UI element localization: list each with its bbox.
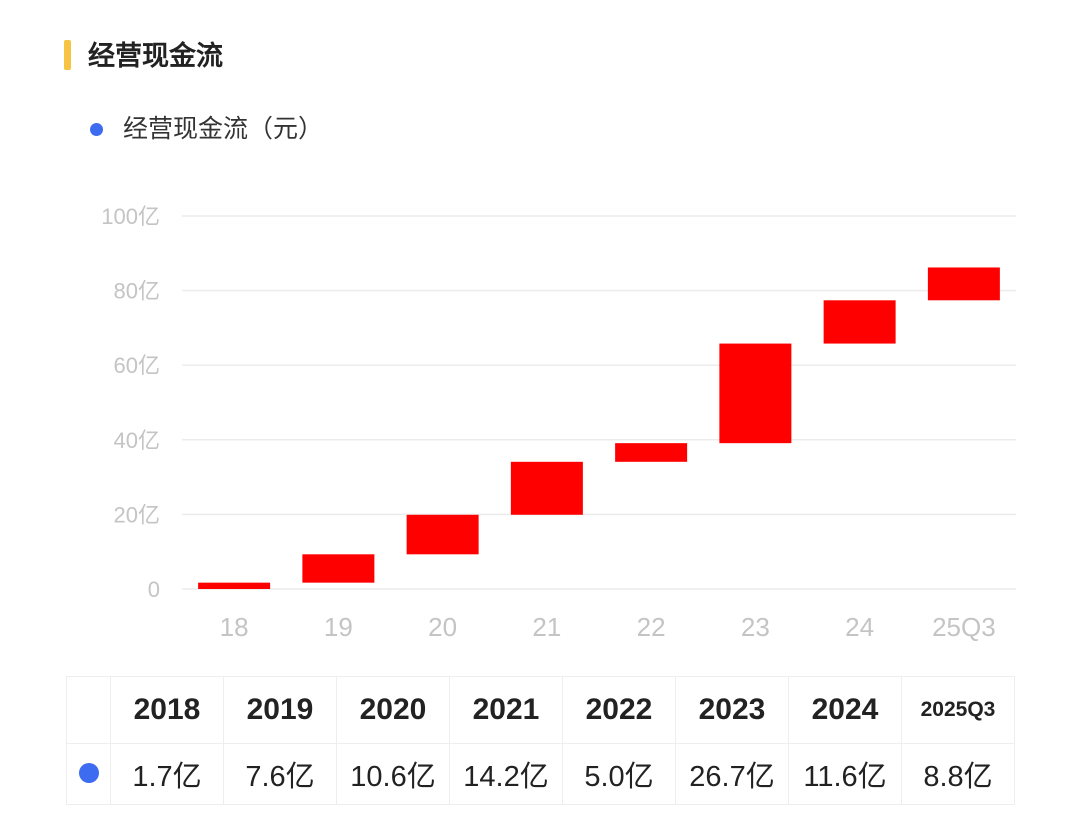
year-cell: 2020 — [336, 676, 450, 744]
page-title: 经营现金流 — [88, 41, 223, 71]
x-tick-label: 21 — [532, 612, 561, 642]
year-cell: 2018 — [110, 676, 224, 744]
value-cell: 14.2亿 — [449, 743, 563, 805]
table-value-row: 1.7亿 7.6亿 10.6亿 14.2亿 5.0亿 26.7亿 11.6亿 8… — [66, 743, 1015, 805]
series-dot-icon — [78, 762, 99, 783]
value-cell: 7.6亿 — [223, 743, 337, 805]
grid-lines — [182, 215, 1016, 590]
bar-24[interactable] — [823, 300, 896, 344]
bar-18[interactable] — [198, 582, 271, 589]
x-axis-ticks: 18 19 20 21 22 23 24 25Q3 — [220, 612, 996, 642]
x-tick-label: 24 — [845, 612, 874, 642]
year-cell: 2025Q3 — [901, 676, 1015, 744]
y-tick-label: 60亿 — [114, 353, 160, 378]
bars — [198, 267, 1000, 589]
series-marker-cell — [66, 743, 111, 805]
y-tick-label: 100亿 — [101, 204, 160, 229]
value-cell: 11.6亿 — [788, 743, 902, 805]
bar-23[interactable] — [719, 343, 792, 444]
y-tick-label: 0 — [148, 577, 160, 602]
bar-19[interactable] — [302, 554, 375, 583]
legend-label: 经营现金流（元） — [123, 115, 324, 143]
year-cell: 2022 — [562, 676, 676, 744]
year-cell: 2019 — [223, 676, 337, 744]
x-tick-label: 22 — [637, 612, 666, 642]
year-cell: 2021 — [449, 676, 563, 744]
value-cell: 26.7亿 — [675, 743, 789, 805]
table-corner-cell — [66, 676, 111, 744]
x-tick-label: 20 — [428, 612, 457, 642]
legend-marker — [90, 122, 103, 136]
value-cell: 8.8亿 — [901, 743, 1015, 805]
year-cell: 2023 — [675, 676, 789, 744]
waterfall-chart: 0 20亿 40亿 60亿 80亿 100亿 18 19 20 21 22 23 24 25Q3 — [101, 204, 1016, 642]
x-tick-label: 18 — [220, 612, 249, 642]
x-tick-label: 19 — [324, 612, 353, 642]
y-tick-label: 40亿 — [114, 428, 160, 453]
x-tick-label: 25Q3 — [932, 612, 996, 642]
bar-21[interactable] — [510, 461, 583, 515]
bar-25q3[interactable] — [927, 267, 1000, 301]
value-cell: 1.7亿 — [110, 743, 224, 805]
y-tick-label: 20亿 — [114, 502, 160, 527]
data-table: 2018 2019 2020 2021 2022 2023 2024 2025Q… — [66, 676, 1015, 805]
table-header-row: 2018 2019 2020 2021 2022 2023 2024 2025Q… — [66, 676, 1015, 744]
x-tick-label: 23 — [741, 612, 770, 642]
bar-20[interactable] — [406, 514, 479, 555]
year-cell: 2024 — [788, 676, 902, 744]
value-cell: 5.0亿 — [562, 743, 676, 805]
bar-22[interactable] — [615, 443, 688, 462]
chart-legend[interactable]: 经营现金流（元） — [90, 112, 323, 146]
y-tick-label: 80亿 — [114, 279, 160, 304]
value-cell: 10.6亿 — [336, 743, 450, 805]
title-accent-bar — [64, 40, 71, 70]
y-axis-ticks: 0 20亿 40亿 60亿 80亿 100亿 — [101, 204, 160, 602]
